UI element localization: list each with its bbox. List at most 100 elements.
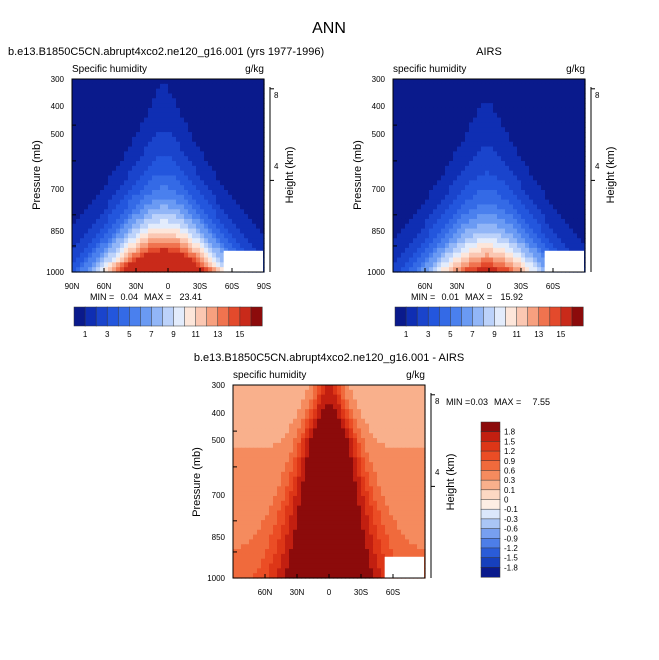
contour-cell <box>433 88 438 95</box>
contour-cell <box>469 165 474 172</box>
contour-cell <box>417 175 422 181</box>
panel-obs-y-tick-300: 300 <box>372 75 386 84</box>
contour-cell <box>216 223 221 230</box>
contour-cell <box>409 262 414 268</box>
contour-cell <box>433 238 438 244</box>
contour-cell <box>469 175 474 181</box>
contour-cell <box>401 467 406 473</box>
contour-cell <box>289 433 294 439</box>
contour-cell <box>120 141 125 148</box>
contour-cell <box>136 117 141 124</box>
contour-cell <box>437 175 442 181</box>
contour-cell <box>409 170 414 177</box>
contour-cell <box>84 122 89 128</box>
contour-cell <box>265 413 270 420</box>
contour-cell <box>413 170 418 177</box>
contour-cell <box>393 156 398 162</box>
contour-cell <box>449 103 454 109</box>
contour-cell <box>204 93 209 99</box>
contour-cell <box>345 433 350 439</box>
contour-cell <box>453 112 458 119</box>
contour-cell <box>445 238 450 244</box>
contour-cell <box>497 136 502 143</box>
contour-cell <box>80 223 85 230</box>
contour-cell <box>257 413 262 420</box>
contour-cell <box>216 93 221 99</box>
contour-cell <box>541 93 546 99</box>
contour-cell <box>76 257 81 263</box>
contour-cell <box>537 262 542 268</box>
contour-cell <box>505 238 510 244</box>
contour-cell <box>232 214 237 220</box>
contour-cell <box>497 98 502 104</box>
contour-cell <box>397 267 402 273</box>
contour-cell <box>76 267 81 273</box>
contour-cell <box>76 122 81 128</box>
contour-cell <box>313 418 318 425</box>
contour-cell <box>100 161 105 167</box>
contour-cell <box>269 385 274 391</box>
contour-cell <box>321 404 326 410</box>
contour-cell <box>116 185 121 191</box>
contour-cell <box>253 486 258 492</box>
contour-cell <box>72 194 77 201</box>
contour-cell <box>357 462 362 468</box>
contour-cell <box>533 151 538 157</box>
contour-cell <box>176 83 181 90</box>
contour-cell <box>184 146 189 152</box>
contour-cell <box>353 399 358 405</box>
contour-cell <box>437 189 442 196</box>
contour-cell <box>128 136 133 143</box>
contour-cell <box>573 218 578 225</box>
contour-cell <box>501 136 506 143</box>
contour-cell <box>405 428 410 434</box>
contour-cell <box>537 204 542 210</box>
contour-cell <box>525 79 530 85</box>
contour-cell <box>160 257 165 263</box>
contour-cell <box>541 165 546 172</box>
contour-cell <box>220 165 225 172</box>
contour-cell <box>489 98 494 104</box>
contour-cell <box>120 156 125 162</box>
contour-cell <box>273 452 278 458</box>
contour-cell <box>124 170 129 177</box>
contour-cell <box>417 88 422 95</box>
contour-cell <box>461 79 466 85</box>
panel-model-y-tick-300: 300 <box>51 75 65 84</box>
contour-cell <box>397 228 402 234</box>
contour-cell <box>116 170 121 177</box>
contour-cell <box>256 146 261 152</box>
contour-cell <box>76 247 81 254</box>
contour-cell <box>437 257 442 263</box>
contour-cell <box>529 93 534 99</box>
contour-cell <box>76 98 81 104</box>
contour-cell <box>108 161 113 167</box>
contour-cell <box>517 136 522 143</box>
contour-cell <box>96 199 101 206</box>
contour-cell <box>521 175 526 181</box>
contour-cell <box>397 257 402 263</box>
contour-cell <box>461 233 466 239</box>
contour-cell <box>132 257 137 263</box>
contour-cell <box>533 218 538 225</box>
contour-cell <box>257 404 262 410</box>
contour-cell <box>461 117 466 124</box>
contour-cell <box>521 156 526 162</box>
contour-cell <box>204 170 209 177</box>
contour-cell <box>449 267 454 273</box>
contour-cell <box>281 481 286 487</box>
contour-cell <box>172 185 177 191</box>
contour-cell <box>192 209 197 215</box>
contour-cell <box>72 180 77 186</box>
contour-cell <box>152 228 157 234</box>
contour-cell <box>481 257 486 263</box>
contour-cell <box>260 165 265 172</box>
contour-cell <box>313 433 318 439</box>
contour-cell <box>329 423 334 430</box>
contour-cell <box>457 107 462 114</box>
contour-cell <box>240 204 245 210</box>
contour-cell <box>88 252 93 259</box>
contour-cell <box>477 252 482 259</box>
contour-cell <box>313 404 318 410</box>
